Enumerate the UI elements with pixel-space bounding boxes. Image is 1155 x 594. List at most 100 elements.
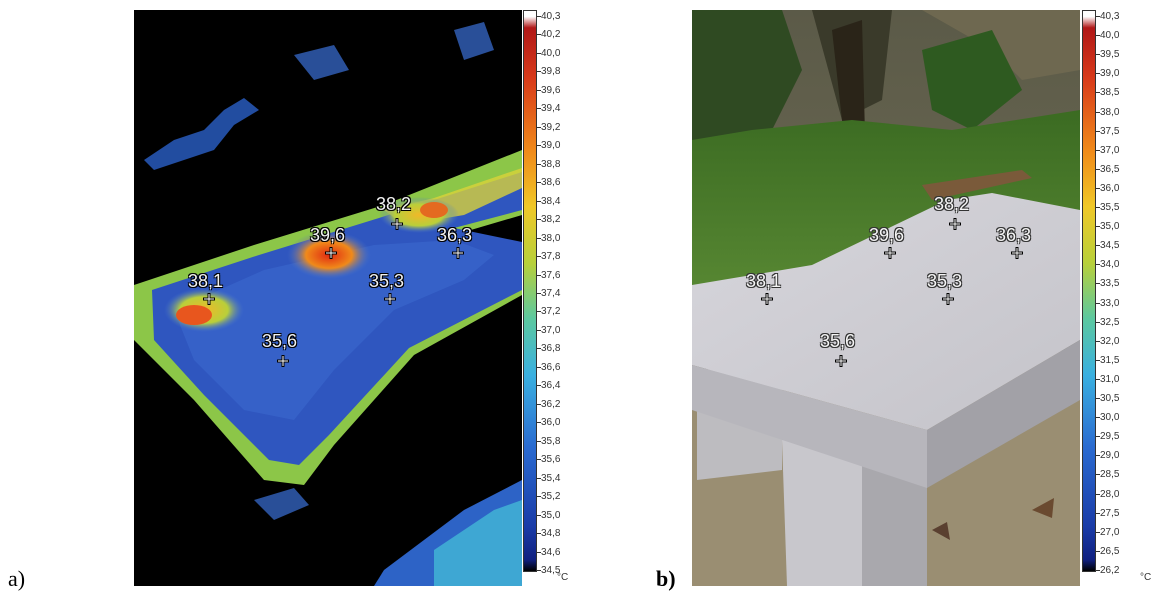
thermal-scale-tick-mark bbox=[537, 34, 541, 35]
thermal-scale-tick-label: 40,0 bbox=[541, 48, 561, 59]
thermal-scale-tick-mark bbox=[537, 201, 541, 202]
thermal-scale-tick-label: 35,4 bbox=[541, 473, 561, 484]
thermal-scale-tick-label: 35,2 bbox=[541, 491, 561, 502]
photo-scale-tick-mark bbox=[1096, 474, 1100, 475]
photo-scale-tick-mark bbox=[1096, 73, 1100, 74]
thermal-scale-tick-mark bbox=[537, 478, 541, 479]
photo-scale-tick-mark bbox=[1096, 150, 1100, 151]
photo-scale-tick-mark bbox=[1096, 398, 1100, 399]
photo-scale-tick-mark bbox=[1096, 513, 1100, 514]
photo-color-scale: 40,3 40,0 39,5 39,0 38,5 38,0 37,5 37,0 36,5 36,0… bbox=[1082, 10, 1119, 576]
thermal-scale-tick-mark bbox=[537, 238, 541, 239]
thermal-scale-tick-mark bbox=[537, 441, 541, 442]
thermal-scale-tick-mark bbox=[537, 348, 541, 349]
thermal-scale-tick-mark bbox=[537, 256, 541, 257]
photo-scale-tick-label: 26,5 bbox=[1100, 546, 1120, 557]
visual-photo: 38,2 39,6 36,3 38,1 35,3 35,6 bbox=[692, 10, 1080, 586]
photo-scale-tick-mark bbox=[1096, 188, 1100, 189]
thermal-scale-tick-mark bbox=[537, 533, 541, 534]
thermal-scale-tick-mark bbox=[537, 145, 541, 146]
photo-scale-tick-label: 35,0 bbox=[1100, 221, 1120, 232]
thermal-scale-tick-mark bbox=[537, 570, 541, 571]
thermal-scale-tick-mark bbox=[537, 164, 541, 165]
thermal-scale-tick-label: 36,8 bbox=[541, 343, 561, 354]
photo-scale-tick-mark bbox=[1096, 436, 1100, 437]
photo-scale-tick-label: 38,0 bbox=[1100, 107, 1120, 118]
photo-scale-tick-label: 39,0 bbox=[1100, 68, 1120, 79]
photo-scale-tick-label: 37,0 bbox=[1100, 145, 1120, 156]
thermal-scale-tick-label: 36,0 bbox=[541, 417, 561, 428]
thermal-scale-tick-label: 40,2 bbox=[541, 29, 561, 40]
thermal-scale-tick-label: 38,0 bbox=[541, 233, 561, 244]
photo-scale-tick-mark bbox=[1096, 341, 1100, 342]
thermal-scale-tick-label: 39,4 bbox=[541, 103, 561, 114]
thermal-scale-tick-label: 35,6 bbox=[541, 454, 561, 465]
photo-scale-tick-label: 31,0 bbox=[1100, 374, 1120, 385]
photo-scale-tick-label: 35,5 bbox=[1100, 202, 1120, 213]
photo-scale-tick-mark bbox=[1096, 169, 1100, 170]
thermal-scale-tick-mark bbox=[537, 459, 541, 460]
thermal-scale-bar bbox=[523, 10, 537, 572]
thermal-scale-tick-mark bbox=[537, 182, 541, 183]
thermal-scale-tick-mark bbox=[537, 422, 541, 423]
photo-scale-tick-mark bbox=[1096, 54, 1100, 55]
photo-scale-tick-label: 36,0 bbox=[1100, 183, 1120, 194]
photo-scale-tick-label: 30,5 bbox=[1100, 393, 1120, 404]
photo-scale-tick-label: 32,5 bbox=[1100, 317, 1120, 328]
photo-scale-tick-label: 32,0 bbox=[1100, 336, 1120, 347]
thermal-scale-tick-label: 37,0 bbox=[541, 325, 561, 336]
photo-scale-tick-label: 40,0 bbox=[1100, 30, 1120, 41]
photo-scale-tick-mark bbox=[1096, 417, 1100, 418]
photo-scale-tick-mark bbox=[1096, 112, 1100, 113]
photo-scale-tick-mark bbox=[1096, 92, 1100, 93]
thermal-scale-unit: °C bbox=[557, 572, 569, 583]
photo-scale-tick-mark bbox=[1096, 264, 1100, 265]
thermal-scale-tick-label: 38,4 bbox=[541, 196, 561, 207]
photo-scale-tick-mark bbox=[1096, 207, 1100, 208]
thermal-scale-tick-mark bbox=[537, 367, 541, 368]
thermal-scale-tick-mark bbox=[537, 90, 541, 91]
photo-scale-tick-label: 29,5 bbox=[1100, 431, 1120, 442]
photo-scale-unit: °C bbox=[1140, 572, 1152, 583]
photo-scale-tick-mark bbox=[1096, 131, 1100, 132]
thermal-scale-tick-mark bbox=[537, 16, 541, 17]
thermal-scale-tick-label: 36,2 bbox=[541, 399, 561, 410]
thermal-scale-tick-label: 36,4 bbox=[541, 380, 561, 391]
photo-scale-tick-label: 29,0 bbox=[1100, 450, 1120, 461]
thermal-scale-tick-label: 34,6 bbox=[541, 547, 561, 558]
photo-scale-tick-mark bbox=[1096, 570, 1100, 571]
thermal-scale-tick-label: 40,3 bbox=[541, 11, 561, 22]
thermal-scale-tick-label: 34,5 bbox=[541, 565, 561, 576]
photo-scale-tick-label: 33,5 bbox=[1100, 278, 1120, 289]
thermal-scale-tick-label: 36,6 bbox=[541, 362, 561, 373]
thermal-scale-tick-label: 39,8 bbox=[541, 66, 561, 77]
photo-scale-tick-label: 34,0 bbox=[1100, 259, 1120, 270]
photo-scale-tick-label: 31,5 bbox=[1100, 355, 1120, 366]
photo-scale-tick-label: 30,0 bbox=[1100, 412, 1120, 423]
photo-scale-tick-label: 39,5 bbox=[1100, 49, 1120, 60]
panel-b-label: b) bbox=[656, 566, 676, 591]
thermal-scale-tick-mark bbox=[537, 385, 541, 386]
photo-scale-tick-label: 37,5 bbox=[1100, 126, 1120, 137]
thermal-scale-tick-label: 38,8 bbox=[541, 159, 561, 170]
thermal-scale-tick-mark bbox=[537, 293, 541, 294]
photo-scale-tick-label: 36,5 bbox=[1100, 164, 1120, 175]
photo-scale-tick-mark bbox=[1096, 303, 1100, 304]
thermal-color-scale: 40,3 40,2 40,0 39,8 39,6 39,4 39,2 39,0 38,8 38,6… bbox=[523, 10, 560, 576]
thermal-scale-tick-mark bbox=[537, 496, 541, 497]
photo-scale-tick-mark bbox=[1096, 35, 1100, 36]
photo-scale-tick-mark bbox=[1096, 379, 1100, 380]
thermal-scale-tick-label: 39,2 bbox=[541, 122, 561, 133]
thermal-scale-tick-label: 34,8 bbox=[541, 528, 561, 539]
thermal-scale-tick-mark bbox=[537, 219, 541, 220]
photo-scale-tick-label: 40,3 bbox=[1100, 11, 1120, 22]
photo-scale-tick-label: 26,2 bbox=[1100, 565, 1120, 576]
photo-scale-tick-label: 28,0 bbox=[1100, 489, 1120, 500]
photo-scale-tick-mark bbox=[1096, 322, 1100, 323]
thermal-scale-tick-label: 35,0 bbox=[541, 510, 561, 521]
photo-scale-tick-label: 28,5 bbox=[1100, 469, 1120, 480]
photo-scale-bar bbox=[1082, 10, 1096, 572]
thermal-scale-tick-mark bbox=[537, 71, 541, 72]
thermal-scale-tick-label: 39,0 bbox=[541, 140, 561, 151]
thermal-scale-tick-label: 38,6 bbox=[541, 177, 561, 188]
